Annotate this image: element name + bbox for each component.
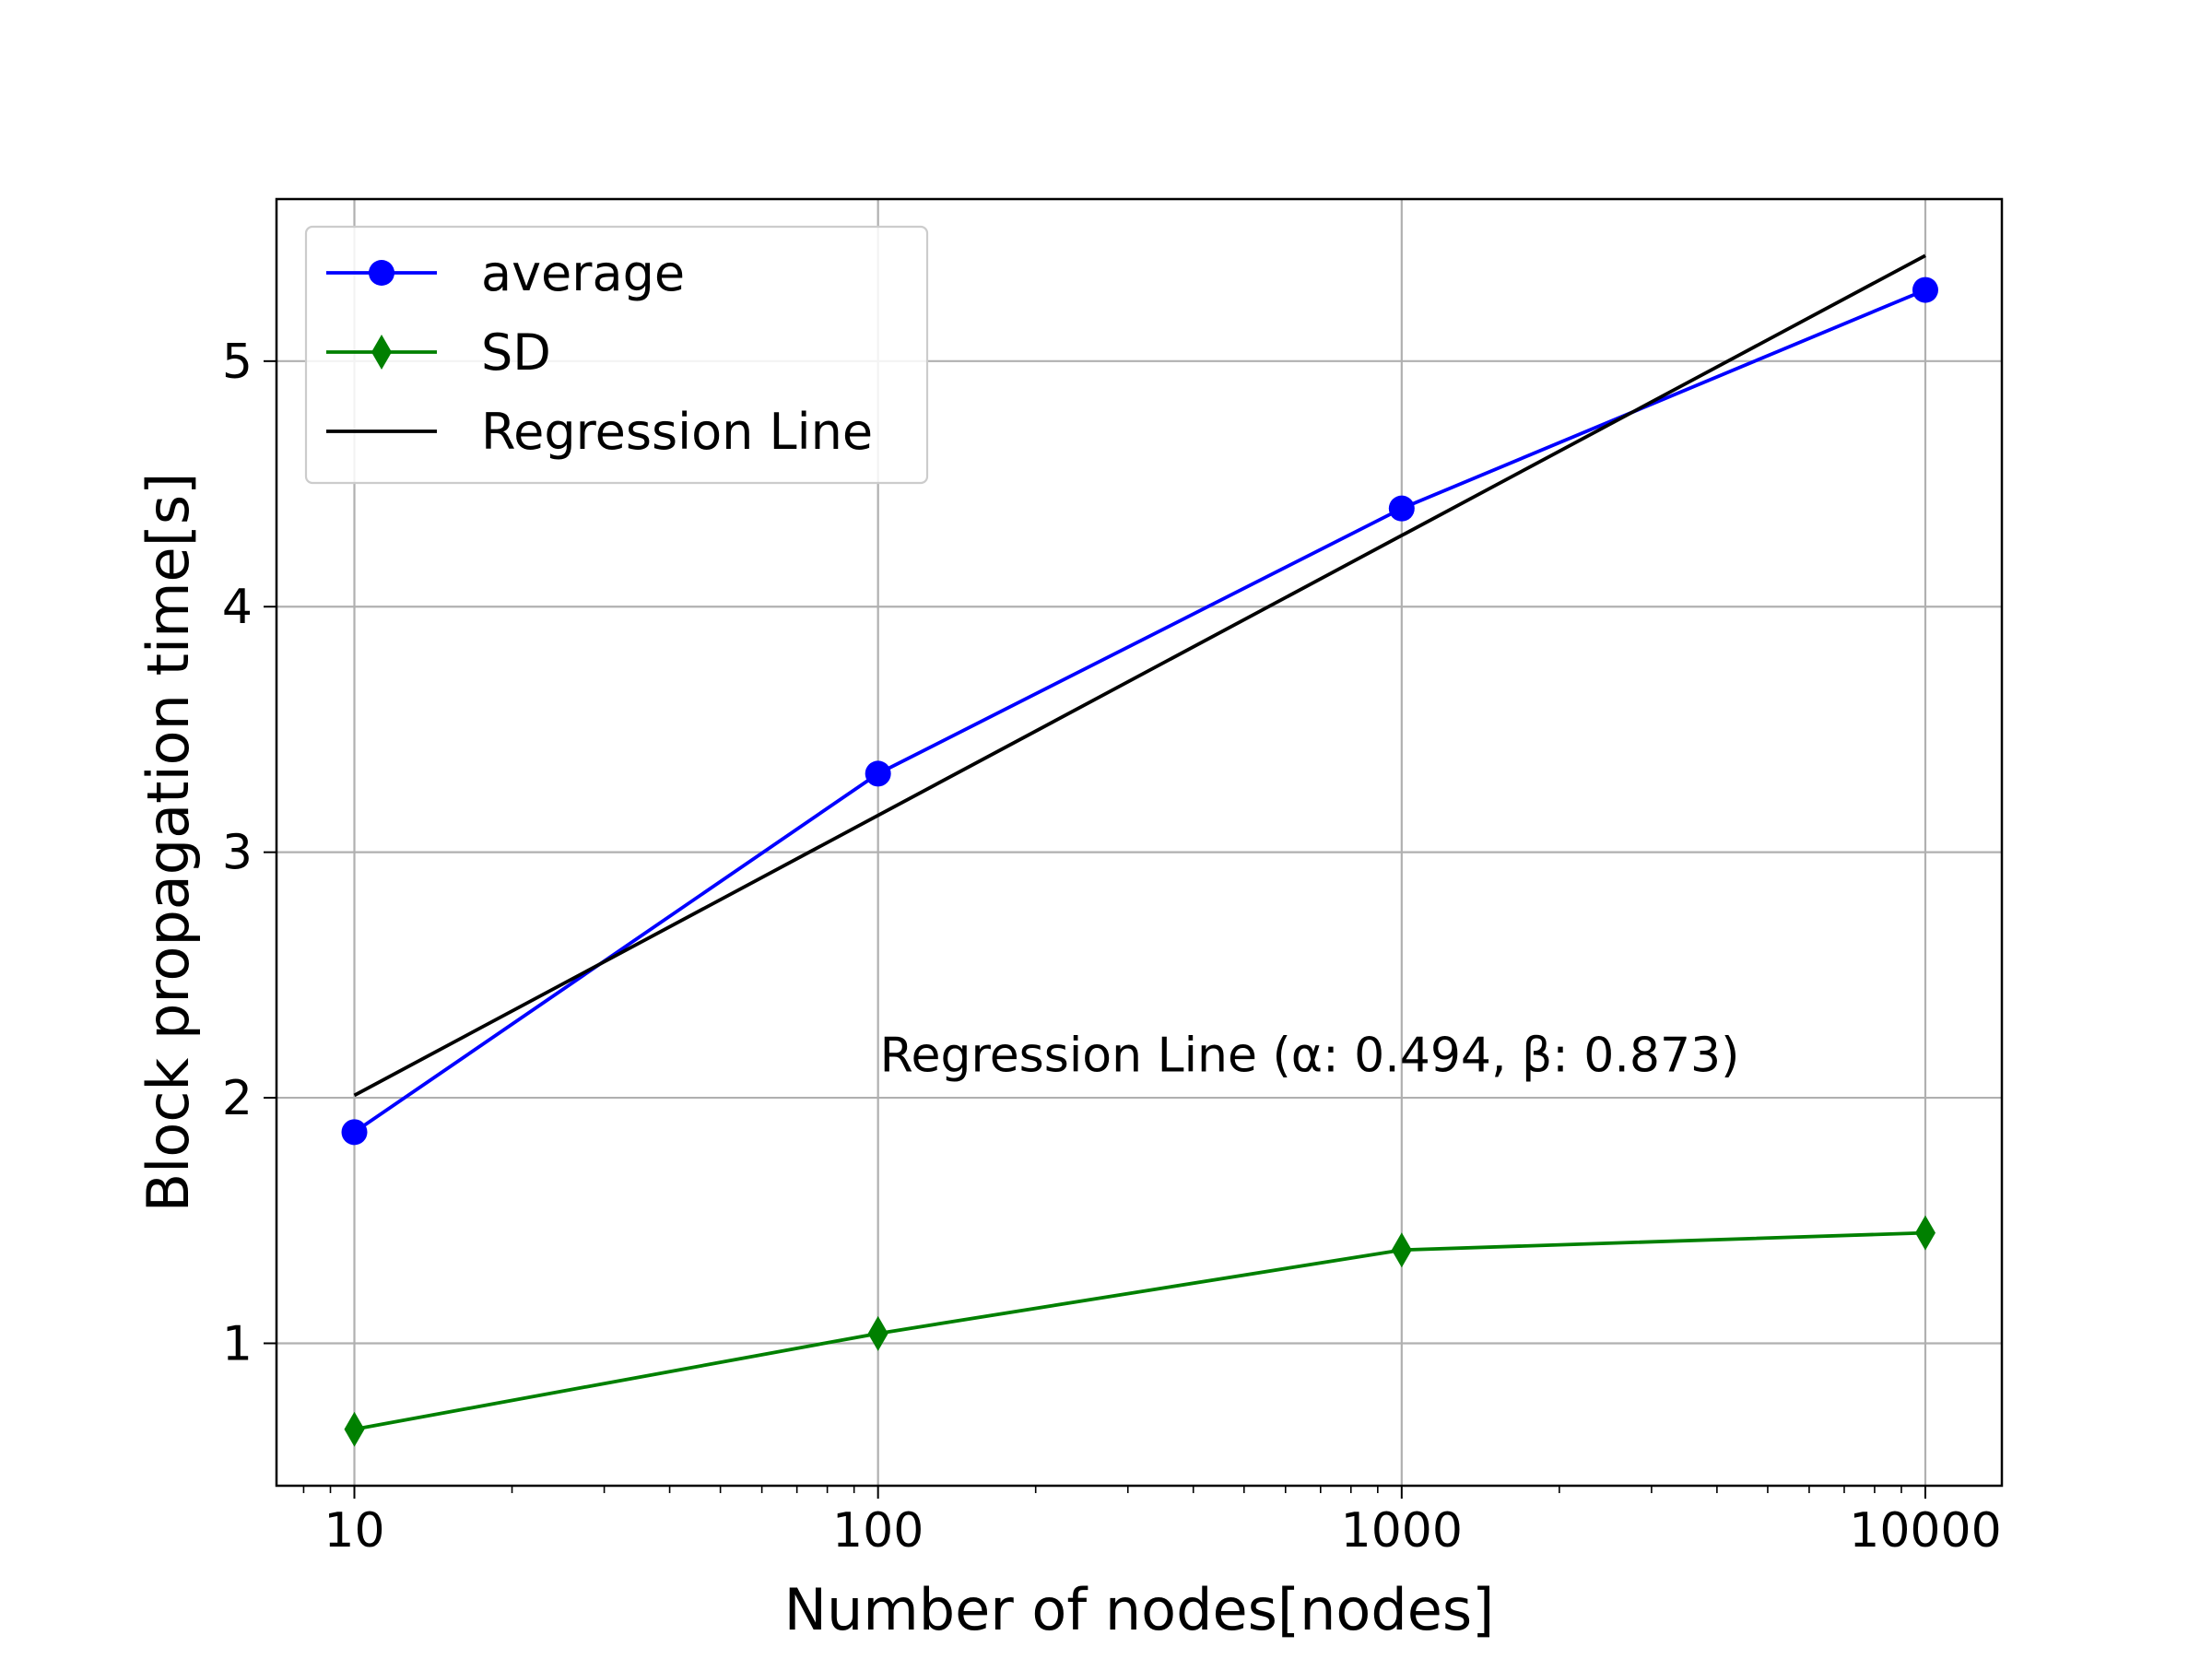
legend-label-sd: SD xyxy=(481,324,551,382)
series-layer xyxy=(341,253,1938,1447)
x-axis-label: Number of nodes[nodes] xyxy=(784,1576,1495,1643)
y-axis-label: Block propagation time[s] xyxy=(135,473,202,1213)
x-tick-label: 10000 xyxy=(1849,1503,2001,1559)
series-average-line xyxy=(353,288,1926,1134)
legend-item-average: average xyxy=(326,244,685,302)
series-sd-point xyxy=(867,1315,888,1351)
series-sd-point xyxy=(1914,1215,1936,1251)
legend-item-regression-line: Regression Line xyxy=(326,403,873,461)
legend-label-regression-line: Regression Line xyxy=(481,403,873,461)
legend-item-sd: SD xyxy=(326,324,551,382)
x-tick-label: 1000 xyxy=(1341,1503,1463,1559)
legend: average SD Regression Line xyxy=(304,225,929,485)
y-tick-label: 5 xyxy=(222,335,253,390)
series-average-point xyxy=(865,760,891,787)
series-average-point xyxy=(1912,276,1938,303)
series-average-point xyxy=(1388,495,1415,522)
y-tick-label: 1 xyxy=(222,1316,253,1371)
series-sd-point xyxy=(344,1411,365,1447)
series-sd-point xyxy=(1391,1232,1412,1268)
regression-annotation: Regression Line (α: 0.494, β: 0.873) xyxy=(880,1028,1740,1083)
x-tick-label: 100 xyxy=(832,1503,924,1559)
legend-label-average: average xyxy=(481,244,685,302)
legend-box xyxy=(304,225,929,485)
series-regression-line-line xyxy=(353,253,1926,1098)
ticks: 10 100 1000 10000 1 2 3 4 5 xyxy=(222,335,2002,1559)
legend-marker-sd xyxy=(371,335,392,370)
x-tick-label: 10 xyxy=(324,1503,384,1559)
plot-frame xyxy=(275,197,2004,1488)
y-tick-label: 2 xyxy=(222,1071,253,1126)
y-tick-label: 3 xyxy=(222,826,253,881)
series-average-point xyxy=(341,1119,368,1146)
series-sd-line xyxy=(354,1230,1926,1431)
y-tick-label: 4 xyxy=(222,580,253,635)
legend-marker-average xyxy=(369,260,394,286)
